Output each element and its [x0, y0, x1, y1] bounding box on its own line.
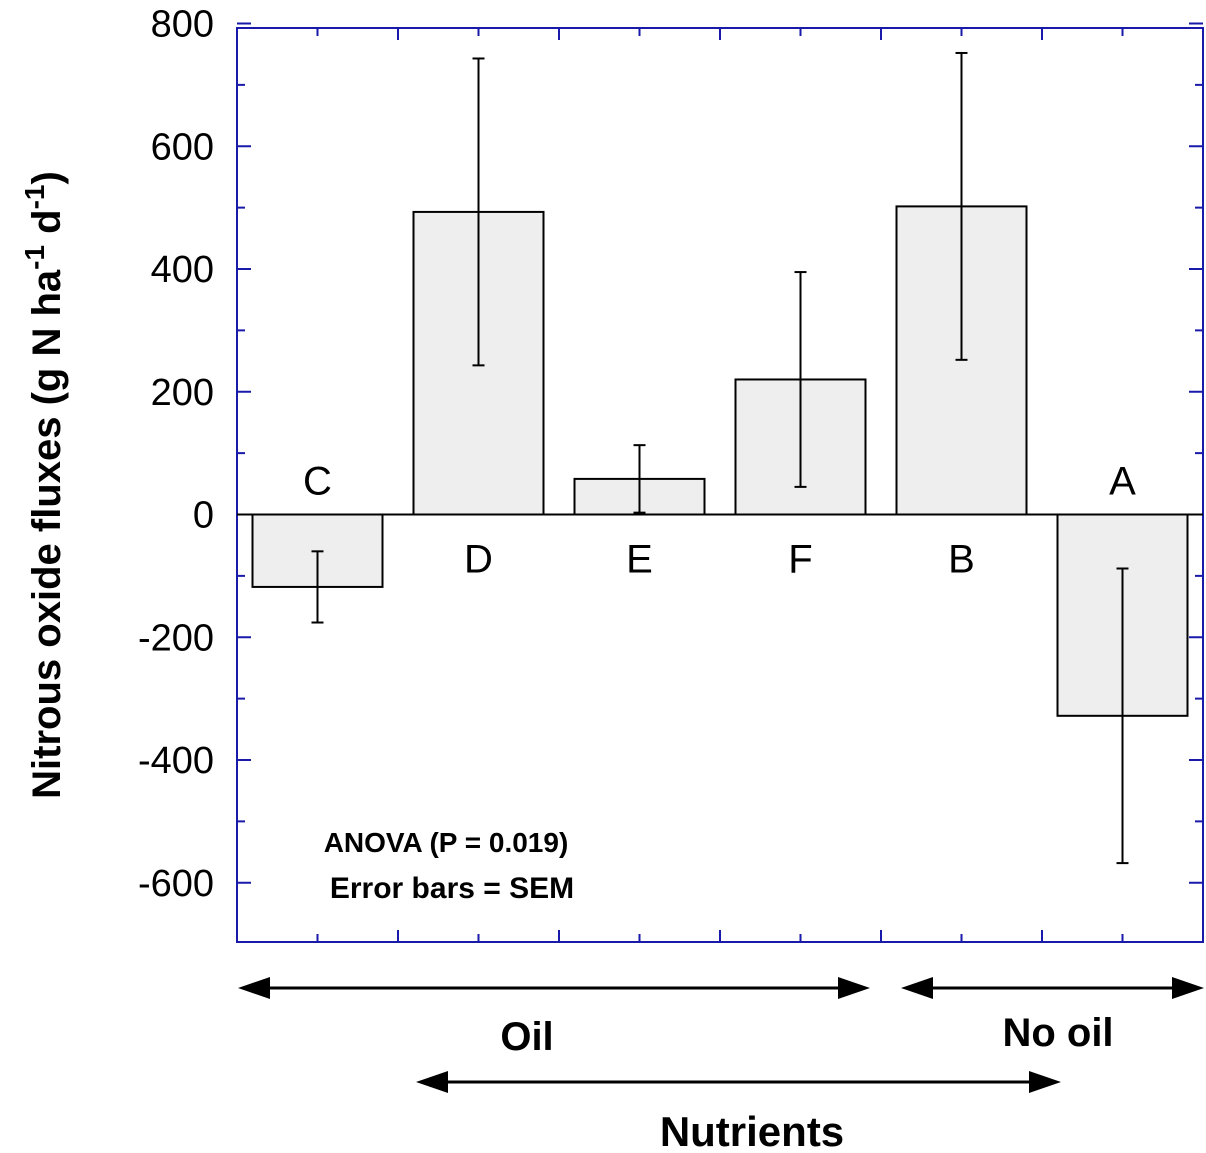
- bar-label-C: C: [303, 460, 332, 504]
- no-oil-group-arrow: [901, 977, 1204, 999]
- oil-group-label: Oil: [500, 1015, 553, 1059]
- y-tick-labels: -600 -400 -200 0 200 400 600 800: [138, 4, 214, 905]
- y-tick-label: 800: [151, 4, 214, 46]
- y-tick-label: -600: [138, 863, 214, 905]
- y-tick-label: 600: [151, 126, 214, 168]
- y-axis-label: Nitrous oxide fluxes (g N ha-1 d-1): [19, 171, 69, 799]
- bars: [251, 205, 1189, 717]
- error-bars: [311, 51, 1129, 865]
- y-tick-label: -400: [138, 740, 214, 782]
- nutrients-group-label: Nutrients: [660, 1108, 844, 1153]
- bar-label-D: D: [464, 538, 493, 582]
- oil-group-arrow: [238, 977, 870, 999]
- bar-label-B: B: [948, 538, 975, 582]
- nutrients-group-arrow: [416, 1071, 1061, 1093]
- bar-category-labels: C D E F B A: [303, 460, 1136, 582]
- y-tick-label: 0: [193, 495, 214, 537]
- plot-frame: [236, 27, 1204, 943]
- bar-label-E: E: [626, 538, 653, 582]
- no-oil-group-label: No oil: [1002, 1011, 1113, 1055]
- axis-ticks: [236, 22, 1204, 942]
- bar-label-A: A: [1109, 460, 1136, 504]
- y-tick-label: -200: [138, 617, 214, 659]
- anova-annotation: ANOVA (P = 0.019): [324, 827, 569, 858]
- y-tick-label: 200: [151, 372, 214, 414]
- error-bars-annotation: Error bars = SEM: [330, 872, 574, 905]
- bar-label-F: F: [788, 538, 812, 582]
- y-tick-label: 400: [151, 249, 214, 291]
